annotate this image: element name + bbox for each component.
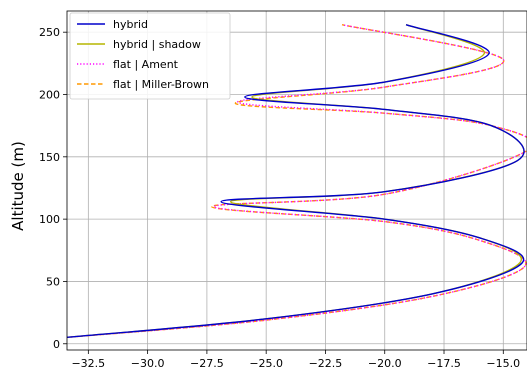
x-tick-label: −30.0 bbox=[131, 357, 165, 370]
legend-label: hybrid | shadow bbox=[113, 38, 201, 51]
y-tick-label: 150 bbox=[39, 151, 60, 164]
x-tick-label: −22.5 bbox=[309, 357, 343, 370]
plot-frame bbox=[66, 10, 527, 351]
y-axis-label: Altitude (m) bbox=[9, 141, 27, 231]
y-tick-label: 50 bbox=[46, 275, 60, 288]
y-tick-label: 200 bbox=[39, 89, 60, 102]
legend-label: flat | Ament bbox=[113, 58, 179, 71]
legend-entries: hybrid hybrid | shadow flat | Ament flat | … bbox=[77, 18, 209, 91]
series-line-hybrid bbox=[67, 24, 525, 339]
x-tick-label: −17.5 bbox=[427, 357, 461, 370]
legend-box bbox=[69, 12, 231, 100]
series-layer bbox=[67, 24, 527, 339]
tick-layer: −32.5 −30.0 −27.5 −25.0 −22.5 −20.0 −17.5 −15.0… bbox=[39, 26, 520, 370]
y-tick-label: 0 bbox=[53, 338, 60, 351]
x-tick-label: −20.0 bbox=[368, 357, 402, 370]
x-tick-label: −27.5 bbox=[190, 357, 224, 370]
grid-layer bbox=[67, 11, 527, 350]
y-tick-label: 250 bbox=[39, 26, 60, 39]
legend-label: flat | Miller-Brown bbox=[113, 78, 209, 91]
legend-label: hybrid bbox=[113, 18, 148, 31]
y-tick-label: 100 bbox=[39, 213, 60, 226]
x-tick-label: −32.5 bbox=[71, 357, 105, 370]
x-tick-label: −25.0 bbox=[249, 357, 283, 370]
legend: hybrid hybrid | shadow flat | Ament flat | … bbox=[69, 12, 231, 100]
x-tick-label: −15.0 bbox=[486, 357, 520, 370]
series-line-flat-ament bbox=[67, 24, 527, 339]
